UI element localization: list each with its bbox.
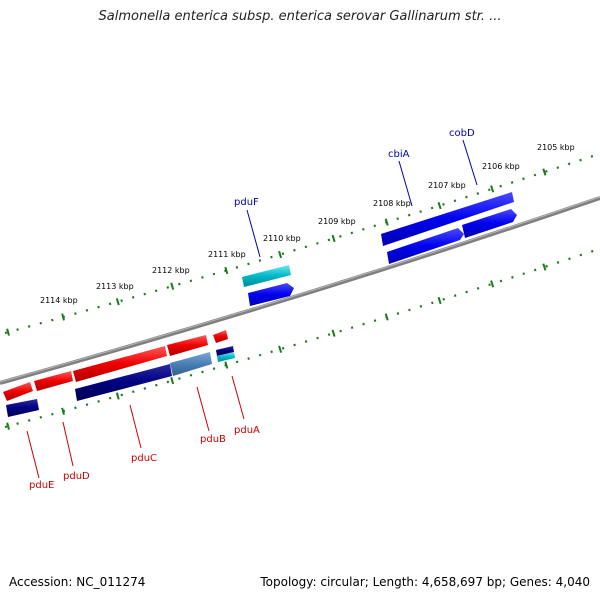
cds-bar[interactable] — [216, 346, 234, 356]
gene-arrow[interactable] — [462, 209, 517, 238]
gene-arrow[interactable] — [381, 192, 514, 246]
major-tick — [437, 201, 442, 210]
kbp-label: 2109 kbp — [318, 217, 356, 226]
major-tick — [542, 263, 547, 271]
cds-bar[interactable] — [75, 364, 172, 401]
gene-arrow[interactable] — [387, 228, 464, 264]
major-tick — [61, 313, 65, 321]
accession-text: Accession: NC_011274 — [9, 575, 146, 589]
cds-bar[interactable] — [217, 352, 235, 362]
cds-bar[interactable] — [170, 352, 212, 376]
gene-arrow[interactable] — [242, 265, 291, 287]
genome-info-text: Topology: circular; Length: 4,658,697 bp… — [260, 575, 590, 589]
genome-backbone — [0, 196, 600, 385]
kbp-label: 2113 kbp — [96, 282, 134, 291]
gene-label-pduE[interactable]: pduE — [29, 480, 54, 491]
kbp-label: 2105 kbp — [537, 143, 575, 152]
tick-tracks — [4, 153, 597, 430]
major-tick — [490, 280, 495, 288]
cds-bar[interactable] — [6, 399, 39, 417]
kbp-labels: 2114 kbp 2113 kbp 2112 kbp 2111 kbp 2110… — [40, 143, 575, 305]
major-ticks — [6, 168, 547, 430]
kbp-label: 2111 kbp — [208, 250, 246, 259]
major-tick — [6, 422, 10, 430]
kbp-label: 2106 kbp — [482, 162, 520, 171]
forward-genes — [242, 192, 517, 306]
kbp-label: 2114 kbp — [40, 296, 78, 305]
major-tick — [542, 168, 547, 176]
upper-tick-track — [4, 153, 597, 335]
major-tick — [278, 250, 283, 259]
gene-arrow[interactable] — [34, 371, 73, 391]
major-tick — [61, 407, 65, 415]
reverse-genes — [3, 330, 235, 417]
gene-arrow[interactable] — [73, 346, 167, 382]
leader-lines — [26, 139, 478, 479]
gene-arrow[interactable] — [167, 335, 208, 356]
gene-labels: pduE pduD pduC pduB pduA pduF cbiA cobD — [29, 128, 475, 491]
major-tick — [115, 392, 120, 400]
map-title: Salmonella enterica subsp. enterica sero… — [98, 9, 502, 24]
major-tick — [331, 234, 336, 243]
major-tick — [384, 313, 389, 321]
gene-label-pduB[interactable]: pduB — [200, 434, 226, 445]
major-tick — [490, 185, 495, 193]
gene-arrow[interactable] — [3, 382, 33, 401]
kbp-label: 2112 kbp — [152, 266, 190, 275]
gene-label-pduF[interactable]: pduF — [234, 197, 259, 208]
major-tick — [224, 266, 229, 275]
gene-label-cobD[interactable]: cobD — [449, 128, 475, 139]
major-tick — [437, 296, 442, 305]
gene-label-cbiA[interactable]: cbiA — [388, 149, 410, 160]
major-tick — [115, 298, 120, 306]
gene-arrow[interactable] — [248, 283, 294, 306]
kbp-label: 2110 kbp — [263, 234, 301, 243]
genome-backbone-highlight — [0, 196, 600, 383]
major-tick — [224, 361, 229, 369]
major-tick — [384, 218, 389, 226]
major-tick — [331, 329, 336, 337]
gene-label-pduA[interactable]: pduA — [234, 425, 260, 436]
major-tick — [170, 282, 175, 290]
major-tick — [6, 328, 10, 336]
kbp-label: 2107 kbp — [428, 181, 466, 190]
lower-tick-track — [4, 248, 597, 429]
major-tick — [170, 377, 175, 385]
major-tick — [278, 345, 283, 353]
kbp-label: 2108 kbp — [373, 199, 411, 208]
gene-label-pduD[interactable]: pduD — [63, 471, 90, 482]
gene-arrow[interactable] — [213, 330, 228, 343]
gene-label-pduC[interactable]: pduC — [131, 453, 157, 464]
